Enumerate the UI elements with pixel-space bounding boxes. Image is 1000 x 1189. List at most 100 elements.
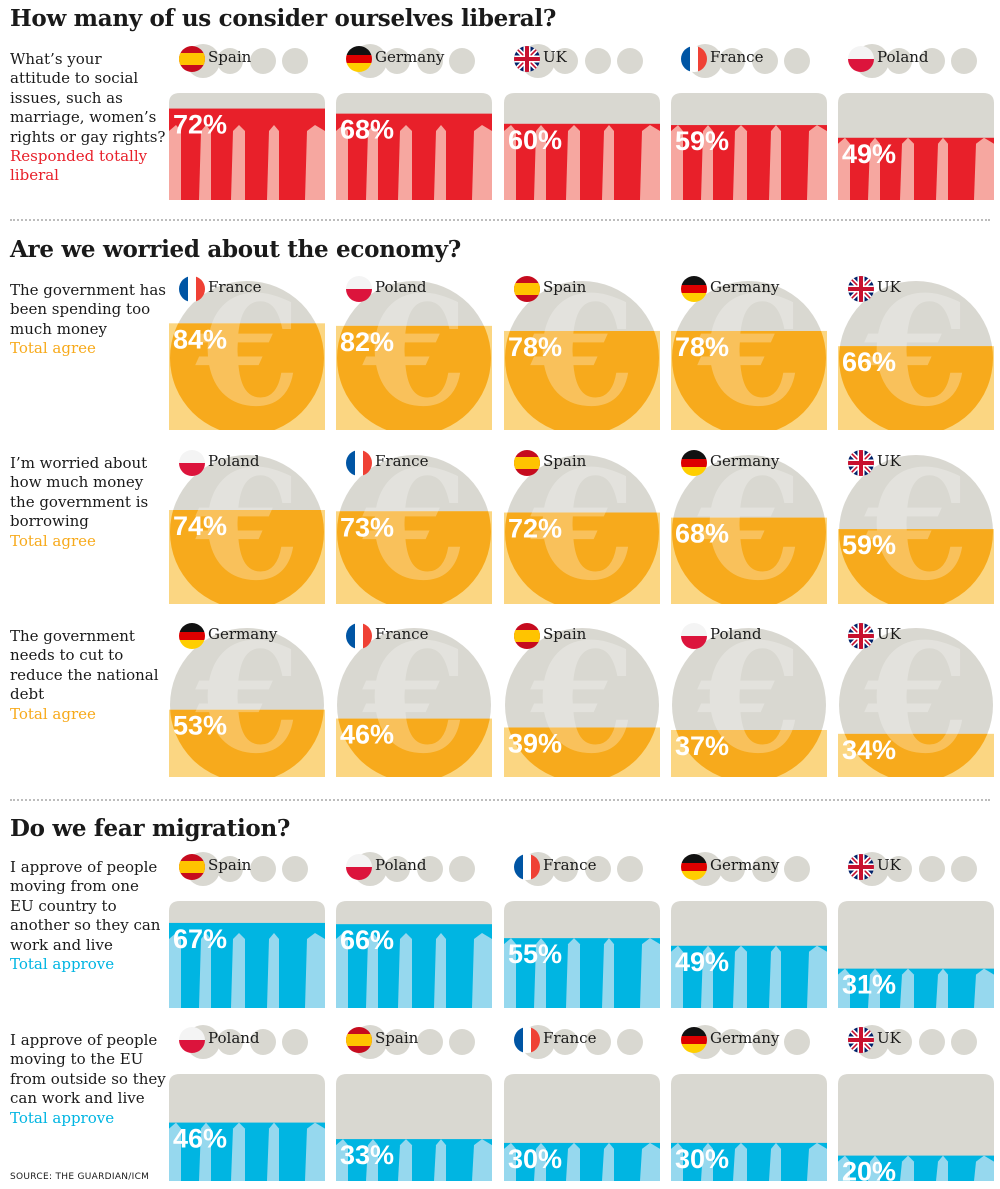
svg-text:€: € (697, 611, 802, 777)
data-label: 20% (842, 1157, 896, 1181)
country-label: Poland (208, 1029, 260, 1047)
question-text: What’s your attitude to social issues, s… (10, 50, 166, 186)
bar-mark-spain: 67% (169, 852, 325, 1008)
country-label: Poland (375, 278, 427, 296)
uk-flag-icon (514, 46, 540, 72)
germany-flag-icon (681, 276, 707, 302)
panel-uk: 60% UK (504, 43, 660, 200)
section-divider (10, 219, 990, 221)
panel-spain: 33% Spain (336, 1024, 492, 1181)
panel-header: Poland (169, 447, 325, 477)
bar-mark-spain: €72% (504, 438, 660, 604)
bar-mark-france: 30% (504, 1025, 660, 1181)
data-label: 33% (340, 1140, 394, 1170)
panel-poland: 66% Poland (336, 851, 492, 1008)
country-label: Germany (710, 1029, 780, 1047)
poland-flag (346, 854, 372, 880)
data-label: 73% (340, 512, 394, 542)
bar-fill (838, 137, 994, 200)
panel-france: €73% France (336, 438, 492, 604)
france-flag-icon (179, 276, 205, 302)
france-flag-icon (681, 46, 707, 72)
country-label: Spain (208, 48, 252, 66)
data-label: 55% (508, 939, 562, 969)
country-label: Spain (543, 625, 587, 643)
panel-france: €46% France (336, 611, 492, 777)
uk-flag-icon (848, 623, 874, 649)
spain-flag (514, 276, 540, 302)
spain-flag-icon (514, 276, 540, 302)
bar-mark-germany: €78% (671, 264, 827, 430)
bar-fill (504, 1142, 660, 1181)
bar-mark-germany: 49% (671, 852, 827, 1008)
germany-flag-icon (681, 450, 707, 476)
data-label: 72% (173, 110, 227, 140)
data-label: 66% (842, 347, 896, 377)
country-label: France (375, 625, 429, 643)
bar-fill (336, 113, 492, 200)
question-label: I’m worried about how much money the gov… (10, 454, 149, 531)
bar-fill (336, 1139, 492, 1181)
panel-uk: 20% UK (838, 1024, 994, 1181)
svg-text:€: € (864, 438, 969, 604)
country-label: UK (877, 856, 901, 874)
france-flag (179, 276, 205, 302)
data-label: 60% (508, 125, 562, 155)
country-label: Poland (208, 452, 260, 470)
question-label: What’s your attitude to social issues, s… (10, 50, 166, 146)
data-label: 59% (675, 126, 729, 156)
country-label: Germany (710, 856, 780, 874)
country-label: UK (543, 48, 567, 66)
panel-header: Poland (336, 273, 492, 303)
panel-header: Germany (671, 447, 827, 477)
panel-header: Spain (169, 851, 325, 881)
panel-header: France (504, 1024, 660, 1054)
metric-label: Responded totally liberal (10, 147, 148, 185)
panel-germany: €68% Germany (671, 438, 827, 604)
panel-header: Germany (336, 43, 492, 73)
svg-text:€: € (864, 264, 969, 430)
country-label: UK (877, 452, 901, 470)
france-flag (346, 450, 372, 476)
poland-flag-icon (179, 450, 205, 476)
panel-france: 30% France (504, 1024, 660, 1181)
uk-flag-icon (848, 276, 874, 302)
country-label: Spain (543, 452, 587, 470)
question-text: The government has been spending too muc… (10, 281, 166, 359)
data-label: 34% (842, 735, 896, 765)
poland-flag-icon (346, 854, 372, 880)
bar-mark-france: 55% (504, 852, 660, 1008)
bar-mark-poland: 66% (336, 852, 492, 1008)
france-flag (346, 623, 372, 649)
data-label: 68% (675, 519, 729, 549)
panel-header: Germany (169, 620, 325, 650)
panel-poland: 49% Poland (838, 43, 994, 200)
bar-mark-spain: 33% (336, 1025, 492, 1181)
data-label: 78% (675, 332, 729, 362)
uk-flag (848, 854, 874, 880)
data-label: 74% (173, 511, 227, 541)
germany-flag (681, 1027, 707, 1053)
spain-flag-icon (179, 854, 205, 880)
panel-header: France (336, 447, 492, 477)
panel-germany: 49% Germany (671, 851, 827, 1008)
panel-france: €84% France (169, 264, 325, 430)
data-label: 46% (340, 720, 394, 750)
uk-flag-icon (848, 450, 874, 476)
uk-flag (848, 450, 874, 476)
section-title-liberal: How many of us consider ourselves libera… (10, 5, 557, 32)
panel-spain: €78% Spain (504, 264, 660, 430)
panel-header: Germany (671, 273, 827, 303)
poland-flag-icon (681, 623, 707, 649)
panel-uk: 31% UK (838, 851, 994, 1008)
country-label: Spain (375, 1029, 419, 1047)
panel-france: 55% France (504, 851, 660, 1008)
germany-flag (346, 46, 372, 72)
poland-flag (179, 1027, 205, 1053)
france-flag-icon (346, 623, 372, 649)
data-label: 68% (340, 115, 394, 145)
panel-header: UK (838, 1024, 994, 1054)
bar-mark-spain: 72% (169, 44, 325, 200)
panel-germany: 68% Germany (336, 43, 492, 200)
germany-flag (179, 623, 205, 649)
